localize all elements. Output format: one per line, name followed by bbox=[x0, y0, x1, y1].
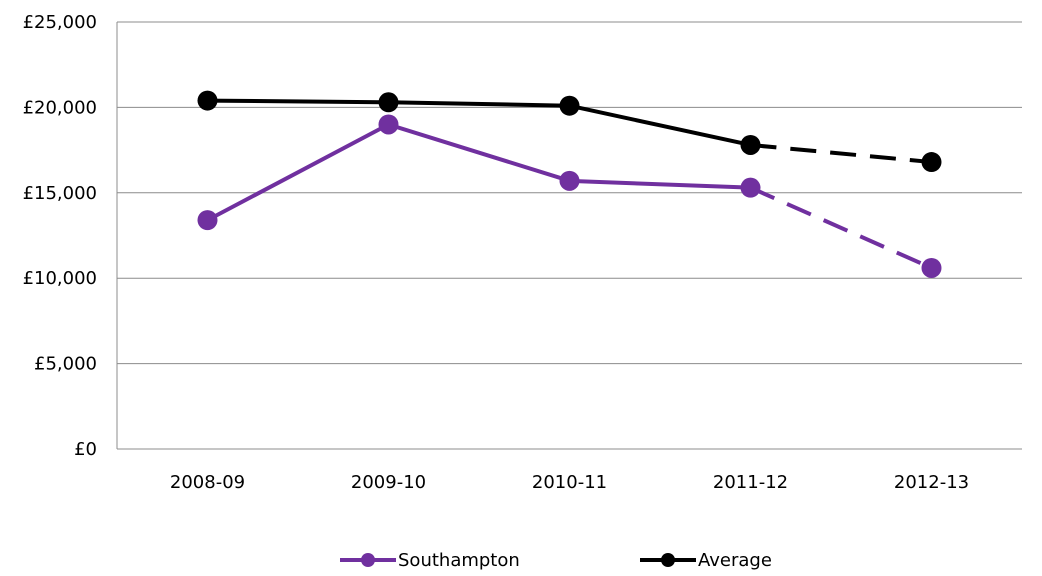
x-tick-label: 2009-10 bbox=[351, 472, 426, 493]
x-tick-label: 2008-09 bbox=[170, 472, 245, 493]
data-point bbox=[740, 177, 761, 198]
data-point bbox=[921, 152, 942, 173]
legend-marker bbox=[361, 553, 375, 567]
legend-item-average: Average bbox=[640, 550, 772, 571]
legend-label: Southampton bbox=[398, 550, 520, 571]
data-point bbox=[740, 134, 761, 155]
data-point bbox=[197, 210, 218, 231]
data-point bbox=[378, 92, 399, 113]
y-tick-label: £10,000 bbox=[23, 268, 97, 289]
data-point bbox=[559, 95, 580, 116]
y-tick-label: £5,000 bbox=[34, 354, 97, 375]
series-line-dashed bbox=[750, 142, 932, 165]
axes bbox=[116, 22, 1022, 450]
series-line-solid bbox=[205, 122, 753, 223]
series-average bbox=[197, 90, 942, 173]
data-point bbox=[197, 90, 218, 111]
series-line-solid bbox=[205, 98, 753, 147]
x-tick-label: 2011-12 bbox=[713, 472, 788, 493]
series-southampton bbox=[197, 114, 942, 278]
x-tick-label: 2012-13 bbox=[894, 472, 969, 493]
y-tick-label: £25,000 bbox=[23, 12, 97, 33]
data-point bbox=[559, 170, 580, 191]
y-tick-label: £0 bbox=[74, 439, 97, 460]
data-point bbox=[921, 257, 942, 278]
legend-label: Average bbox=[698, 550, 772, 571]
gridlines bbox=[117, 21, 1022, 365]
legend-marker bbox=[661, 553, 675, 567]
legend: Southampton Average bbox=[340, 550, 772, 571]
data-point bbox=[378, 114, 399, 135]
y-axis-tick-labels: £0 £5,000 £10,000 £15,000 £20,000 £25,000 bbox=[23, 12, 97, 460]
series-line-dashed bbox=[749, 185, 933, 270]
series bbox=[197, 90, 942, 278]
y-tick-label: £20,000 bbox=[23, 97, 97, 118]
legend-item-southampton: Southampton bbox=[340, 550, 520, 571]
x-axis-tick-labels: 2008-09 2009-10 2010-11 2011-12 2012-13 bbox=[170, 472, 969, 493]
x-tick-label: 2010-11 bbox=[532, 472, 607, 493]
y-tick-label: £15,000 bbox=[23, 183, 97, 204]
